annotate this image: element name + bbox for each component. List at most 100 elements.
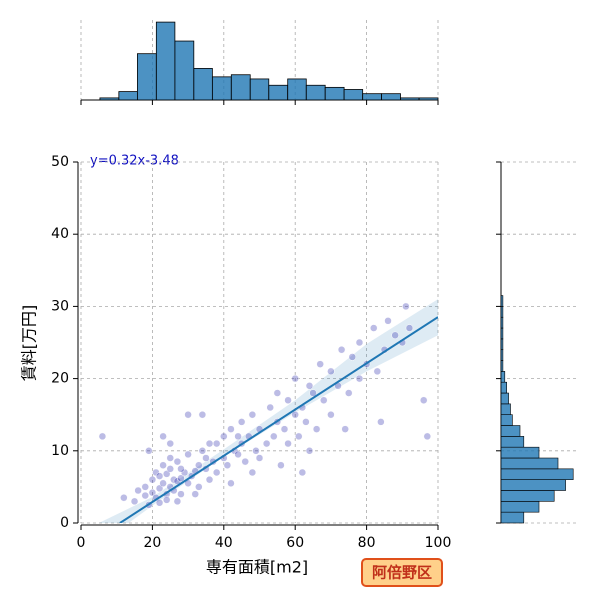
y-tick-label: 0: [60, 515, 69, 531]
scatter-point: [195, 483, 203, 491]
scatter-point: [212, 439, 221, 448]
hist-bar: [211, 76, 232, 101]
regression-line: [119, 316, 438, 523]
scatter-point: [202, 454, 210, 462]
scatter-point: [195, 461, 203, 469]
hist-bar: [305, 84, 326, 101]
scatter-point: [391, 331, 399, 340]
scatter-point: [320, 396, 328, 405]
hist-bar: [500, 457, 559, 470]
hist-bar: [500, 392, 509, 405]
scatter-point: [373, 367, 382, 376]
y-tick-label: 50: [51, 154, 69, 170]
hist-bar: [500, 295, 504, 307]
hist-bar: [500, 468, 574, 480]
scatter-point: [205, 439, 214, 448]
scatter-point: [145, 447, 153, 455]
scatter-point: [284, 439, 292, 448]
scatter-point: [419, 396, 428, 405]
scatter-point: [369, 324, 378, 332]
scatter-point: [252, 447, 260, 455]
scatter-point: [198, 447, 207, 455]
scatter-point: [295, 432, 303, 441]
scatter-point: [177, 465, 185, 473]
scatter-point: [337, 345, 346, 354]
hist-bar: [174, 40, 195, 101]
scatter-point: [162, 470, 171, 478]
scatter-point: [345, 389, 353, 397]
hist-bar: [500, 403, 511, 415]
hist-bar: [99, 97, 120, 101]
badge-box: [361, 558, 443, 587]
scatter-point: [198, 410, 207, 419]
hist-bar: [500, 501, 540, 513]
hist-bar: [500, 327, 504, 340]
hist-bar: [400, 97, 420, 101]
scatter-point: [159, 461, 167, 469]
hist-bar: [500, 436, 525, 448]
hist-bar: [500, 490, 555, 502]
x-tick-label: 0: [77, 535, 86, 551]
scatter-point: [348, 353, 357, 361]
scatter-point: [166, 465, 174, 473]
scatter-point: [173, 497, 182, 506]
scatter-point: [148, 488, 157, 497]
annotation: y=0.32x-3.48: [90, 154, 179, 169]
scatter-point: [166, 454, 174, 462]
y-label: 賃料[万円]: [20, 305, 39, 382]
hist-bar: [155, 21, 176, 101]
scatter-point: [341, 425, 349, 433]
scatter-point: [234, 450, 242, 459]
scatter-point: [402, 302, 410, 311]
scatter-point: [305, 382, 314, 390]
scatter-point: [355, 374, 364, 383]
scatter-point: [155, 499, 164, 507]
scatter-point: [291, 374, 299, 383]
scatter-point: [355, 338, 364, 347]
scatter-point: [148, 475, 157, 484]
scatter-point: [184, 410, 192, 419]
hist-bar: [362, 93, 382, 101]
plot-area: [98, 299, 438, 523]
scatter-point: [220, 432, 228, 441]
hist-bar: [343, 89, 364, 101]
scatter-point: [327, 410, 335, 419]
scatter-point: [255, 454, 264, 462]
hist-bar: [500, 371, 506, 383]
hist-bar: [381, 93, 401, 101]
scatter-point: [130, 497, 139, 506]
x-tick-label: 40: [215, 535, 233, 551]
hist-bar: [418, 97, 439, 101]
scatter-point: [266, 403, 274, 412]
scatter-point: [291, 410, 299, 419]
hist-bar: [500, 360, 504, 372]
scatter-point: [312, 425, 321, 433]
scatter-point: [262, 439, 271, 448]
hist-bar: [230, 74, 251, 101]
y-tick-label: 20: [51, 371, 69, 387]
x-tick-label: 80: [358, 535, 376, 551]
scatter-point: [155, 472, 164, 480]
hist-bar: [500, 381, 507, 394]
hist-bar: [287, 78, 307, 101]
scatter-point: [177, 490, 185, 498]
scatter-point: [277, 461, 285, 469]
scatter-point: [423, 432, 432, 441]
hist-bar: [500, 479, 566, 491]
scatter-point: [273, 389, 282, 397]
scatter-point: [162, 496, 171, 504]
scatter-point: [284, 396, 292, 405]
scatter-point: [298, 468, 307, 477]
hist-bar: [118, 91, 138, 101]
hist-bar: [324, 86, 345, 101]
hist-bar: [500, 349, 504, 361]
scatter-point: [377, 418, 385, 426]
scatter-point: [248, 468, 257, 477]
badge: 阿倍野区: [372, 564, 432, 582]
scatter-point: [316, 360, 324, 368]
scatter-point: [309, 389, 317, 397]
hist-bar: [500, 425, 521, 437]
scatter-point: [184, 450, 192, 459]
scatter-point: [248, 410, 257, 419]
hist-bar: [249, 78, 270, 101]
